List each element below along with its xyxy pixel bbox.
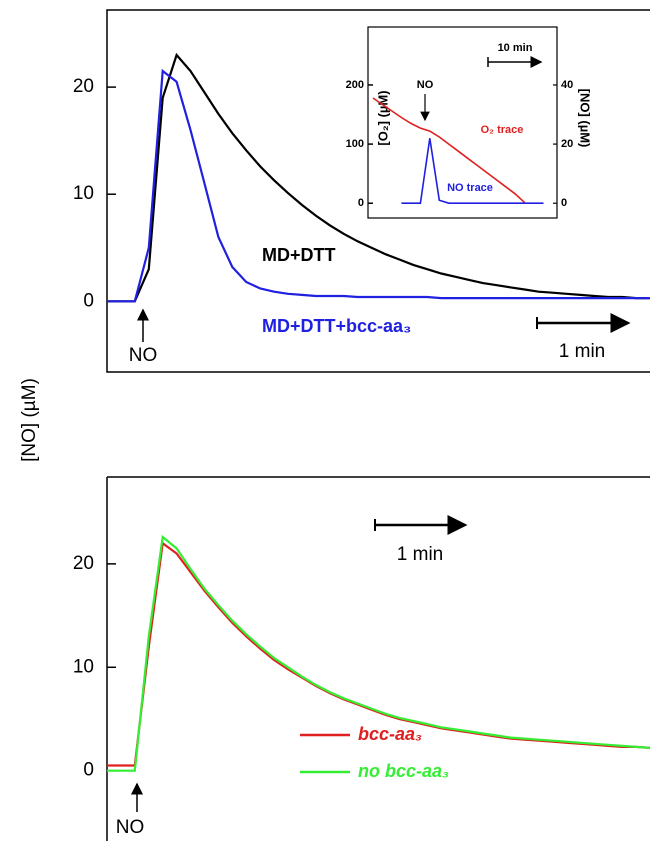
annotation: 1 min xyxy=(397,544,443,565)
series-line xyxy=(107,52,650,303)
y-tick-label: 10 xyxy=(73,183,94,204)
y-tick-label: 200 xyxy=(346,79,364,91)
y-tick-label: 20 xyxy=(73,76,94,97)
legend-label: no bcc-aa₃ xyxy=(358,761,449,781)
y-tick-label: 0 xyxy=(358,197,364,209)
inset-y-label: [O₂] (µM) xyxy=(375,90,390,145)
series-line xyxy=(107,534,650,772)
top-frame xyxy=(106,9,650,373)
series-label: MD+DTT xyxy=(262,245,336,265)
annotation: 1 min xyxy=(559,341,605,362)
y2-tick-label: 40 xyxy=(561,79,573,91)
annotation: NO xyxy=(116,817,145,838)
annotation: O₂ trace xyxy=(481,124,524,136)
series-line xyxy=(401,138,544,204)
y-axis-label: [NO] (µM) xyxy=(19,378,40,462)
series-line xyxy=(107,68,650,303)
y2-tick-label: 20 xyxy=(561,138,573,150)
y-tick-label: 100 xyxy=(346,138,364,150)
y-tick-label: 10 xyxy=(73,656,94,677)
y2-tick-label: 0 xyxy=(561,197,567,209)
y-tick-label: 0 xyxy=(83,760,94,781)
y-tick-label: 20 xyxy=(73,553,94,574)
legend-label: bcc-aa₃ xyxy=(358,724,422,744)
annotation: NO xyxy=(417,79,434,91)
series-label: MD+DTT+bcc-aa₃ xyxy=(262,316,411,336)
y-tick-label: 0 xyxy=(83,290,94,311)
inset-frame xyxy=(367,26,558,219)
annotation: NO xyxy=(129,345,158,366)
series-line xyxy=(372,97,526,204)
annotation: 10 min xyxy=(498,42,533,54)
annotation: NO trace xyxy=(447,182,493,194)
inset-y2-label: [NO] (µM) xyxy=(578,89,593,148)
